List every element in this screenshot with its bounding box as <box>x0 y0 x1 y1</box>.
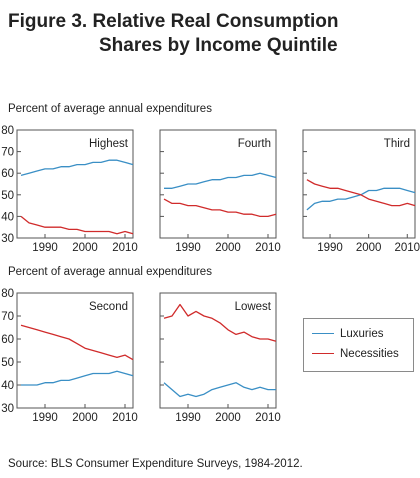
panel-lowest-xtick-label-2000: 2000 <box>215 412 241 424</box>
panel-fourth-line-necessities <box>163 198 277 218</box>
row-2-label: Percent of average annual expenditures <box>8 266 212 278</box>
row-1-label: Percent of average annual expenditures <box>8 103 212 115</box>
panel-fourth-frame <box>159 129 277 239</box>
panel-third-line-necessities <box>306 179 416 207</box>
panel-second-title: Second <box>89 301 128 313</box>
panel-second-xtick-label-2010: 2010 <box>112 412 138 424</box>
panel-highest-line-luxuries <box>20 159 134 177</box>
panel-second-line-luxuries <box>21 370 134 386</box>
panel-third-xtick-label-2010: 2010 <box>394 242 420 254</box>
legend-item-necessities: Necessities <box>312 348 399 360</box>
panel-lowest-line-necessities <box>163 303 277 342</box>
panel-lowest-title: Lowest <box>235 301 272 313</box>
panel-fourth-title: Fourth <box>238 138 271 150</box>
panel-fourth-xtick-label-2010: 2010 <box>255 242 281 254</box>
panel-highest-title: Highest <box>89 138 129 150</box>
legend-swatch-necessities <box>312 353 334 355</box>
legend-item-luxuries: Luxuries <box>312 328 383 340</box>
panel-highest-ytick-label-70: 70 <box>1 147 14 159</box>
source-note: Source: BLS Consumer Expenditure Surveys… <box>8 458 303 470</box>
panel-fourth-xtick-label-2000: 2000 <box>215 242 241 254</box>
panel-highest: 30 40 50 60 70 80 1990 2000 2010 Highest <box>1 125 138 254</box>
panel-second-xtick-label-1990: 1990 <box>32 412 58 424</box>
panel-second-ytick-label-30: 30 <box>1 403 14 415</box>
panel-third-xtick-label-2000: 2000 <box>356 242 382 254</box>
panel-third-xtick-label-1990: 1990 <box>317 242 343 254</box>
panel-third-title: Third <box>384 138 410 150</box>
panel-second-ytick-label-40: 40 <box>1 380 14 392</box>
panel-highest-ytick-label-30: 30 <box>1 233 14 245</box>
legend-swatch-luxuries <box>312 333 334 335</box>
panel-highest-frame <box>16 129 134 239</box>
legend-label-luxuries: Luxuries <box>340 328 384 340</box>
panel-second: 30 40 50 60 70 80 1990 2000 2010 Second <box>1 288 138 424</box>
panel-fourth-line-luxuries <box>164 172 277 189</box>
chart-legend: Luxuries Necessities <box>303 318 414 372</box>
panel-highest-xtick-label-2010: 2010 <box>112 242 138 254</box>
panel-fourth-xtick-label-1990: 1990 <box>175 242 201 254</box>
panel-fourth: 1990 2000 2010 Fourth <box>159 129 281 254</box>
panel-second-frame <box>16 292 134 409</box>
panel-highest-ytick-label-60: 60 <box>1 168 14 180</box>
panel-highest-ytick-label-50: 50 <box>1 190 14 202</box>
panel-lowest-xtick-label-2010: 2010 <box>255 412 281 424</box>
legend-label-necessities: Necessities <box>340 348 399 360</box>
panel-highest-xtick-label-1990: 1990 <box>32 242 58 254</box>
panel-lowest-xtick-label-1990: 1990 <box>175 412 201 424</box>
panel-second-ytick-label-50: 50 <box>1 357 14 369</box>
panel-highest-xtick-label-2000: 2000 <box>72 242 98 254</box>
panel-third-line-luxuries <box>306 187 416 211</box>
figure-title: Figure 3. Relative Real Consumption Shar… <box>8 10 338 58</box>
figure-title-line1: Figure 3. Relative Real Consumption <box>8 11 339 32</box>
panel-lowest: 1990 2000 2010 Lowest <box>159 292 281 424</box>
panel-lowest-frame <box>159 292 277 409</box>
panel-lowest-line-luxuries <box>163 382 276 398</box>
panel-highest-ytick-label-40: 40 <box>1 211 14 223</box>
panel-second-ytick-label-70: 70 <box>1 311 14 323</box>
panel-third-frame <box>302 129 416 239</box>
panel-second-line-necessities <box>20 324 134 361</box>
panel-third: 1990 2000 2010 Third <box>302 129 420 254</box>
panel-second-ytick-label-80: 80 <box>1 288 14 300</box>
panel-highest-ytick-label-80: 80 <box>1 125 14 137</box>
panel-highest-line-necessities <box>20 215 134 235</box>
panel-second-xtick-label-2000: 2000 <box>72 412 98 424</box>
panel-second-ytick-label-60: 60 <box>1 334 14 346</box>
figure-title-line2: Shares by Income Quintile <box>99 35 338 56</box>
